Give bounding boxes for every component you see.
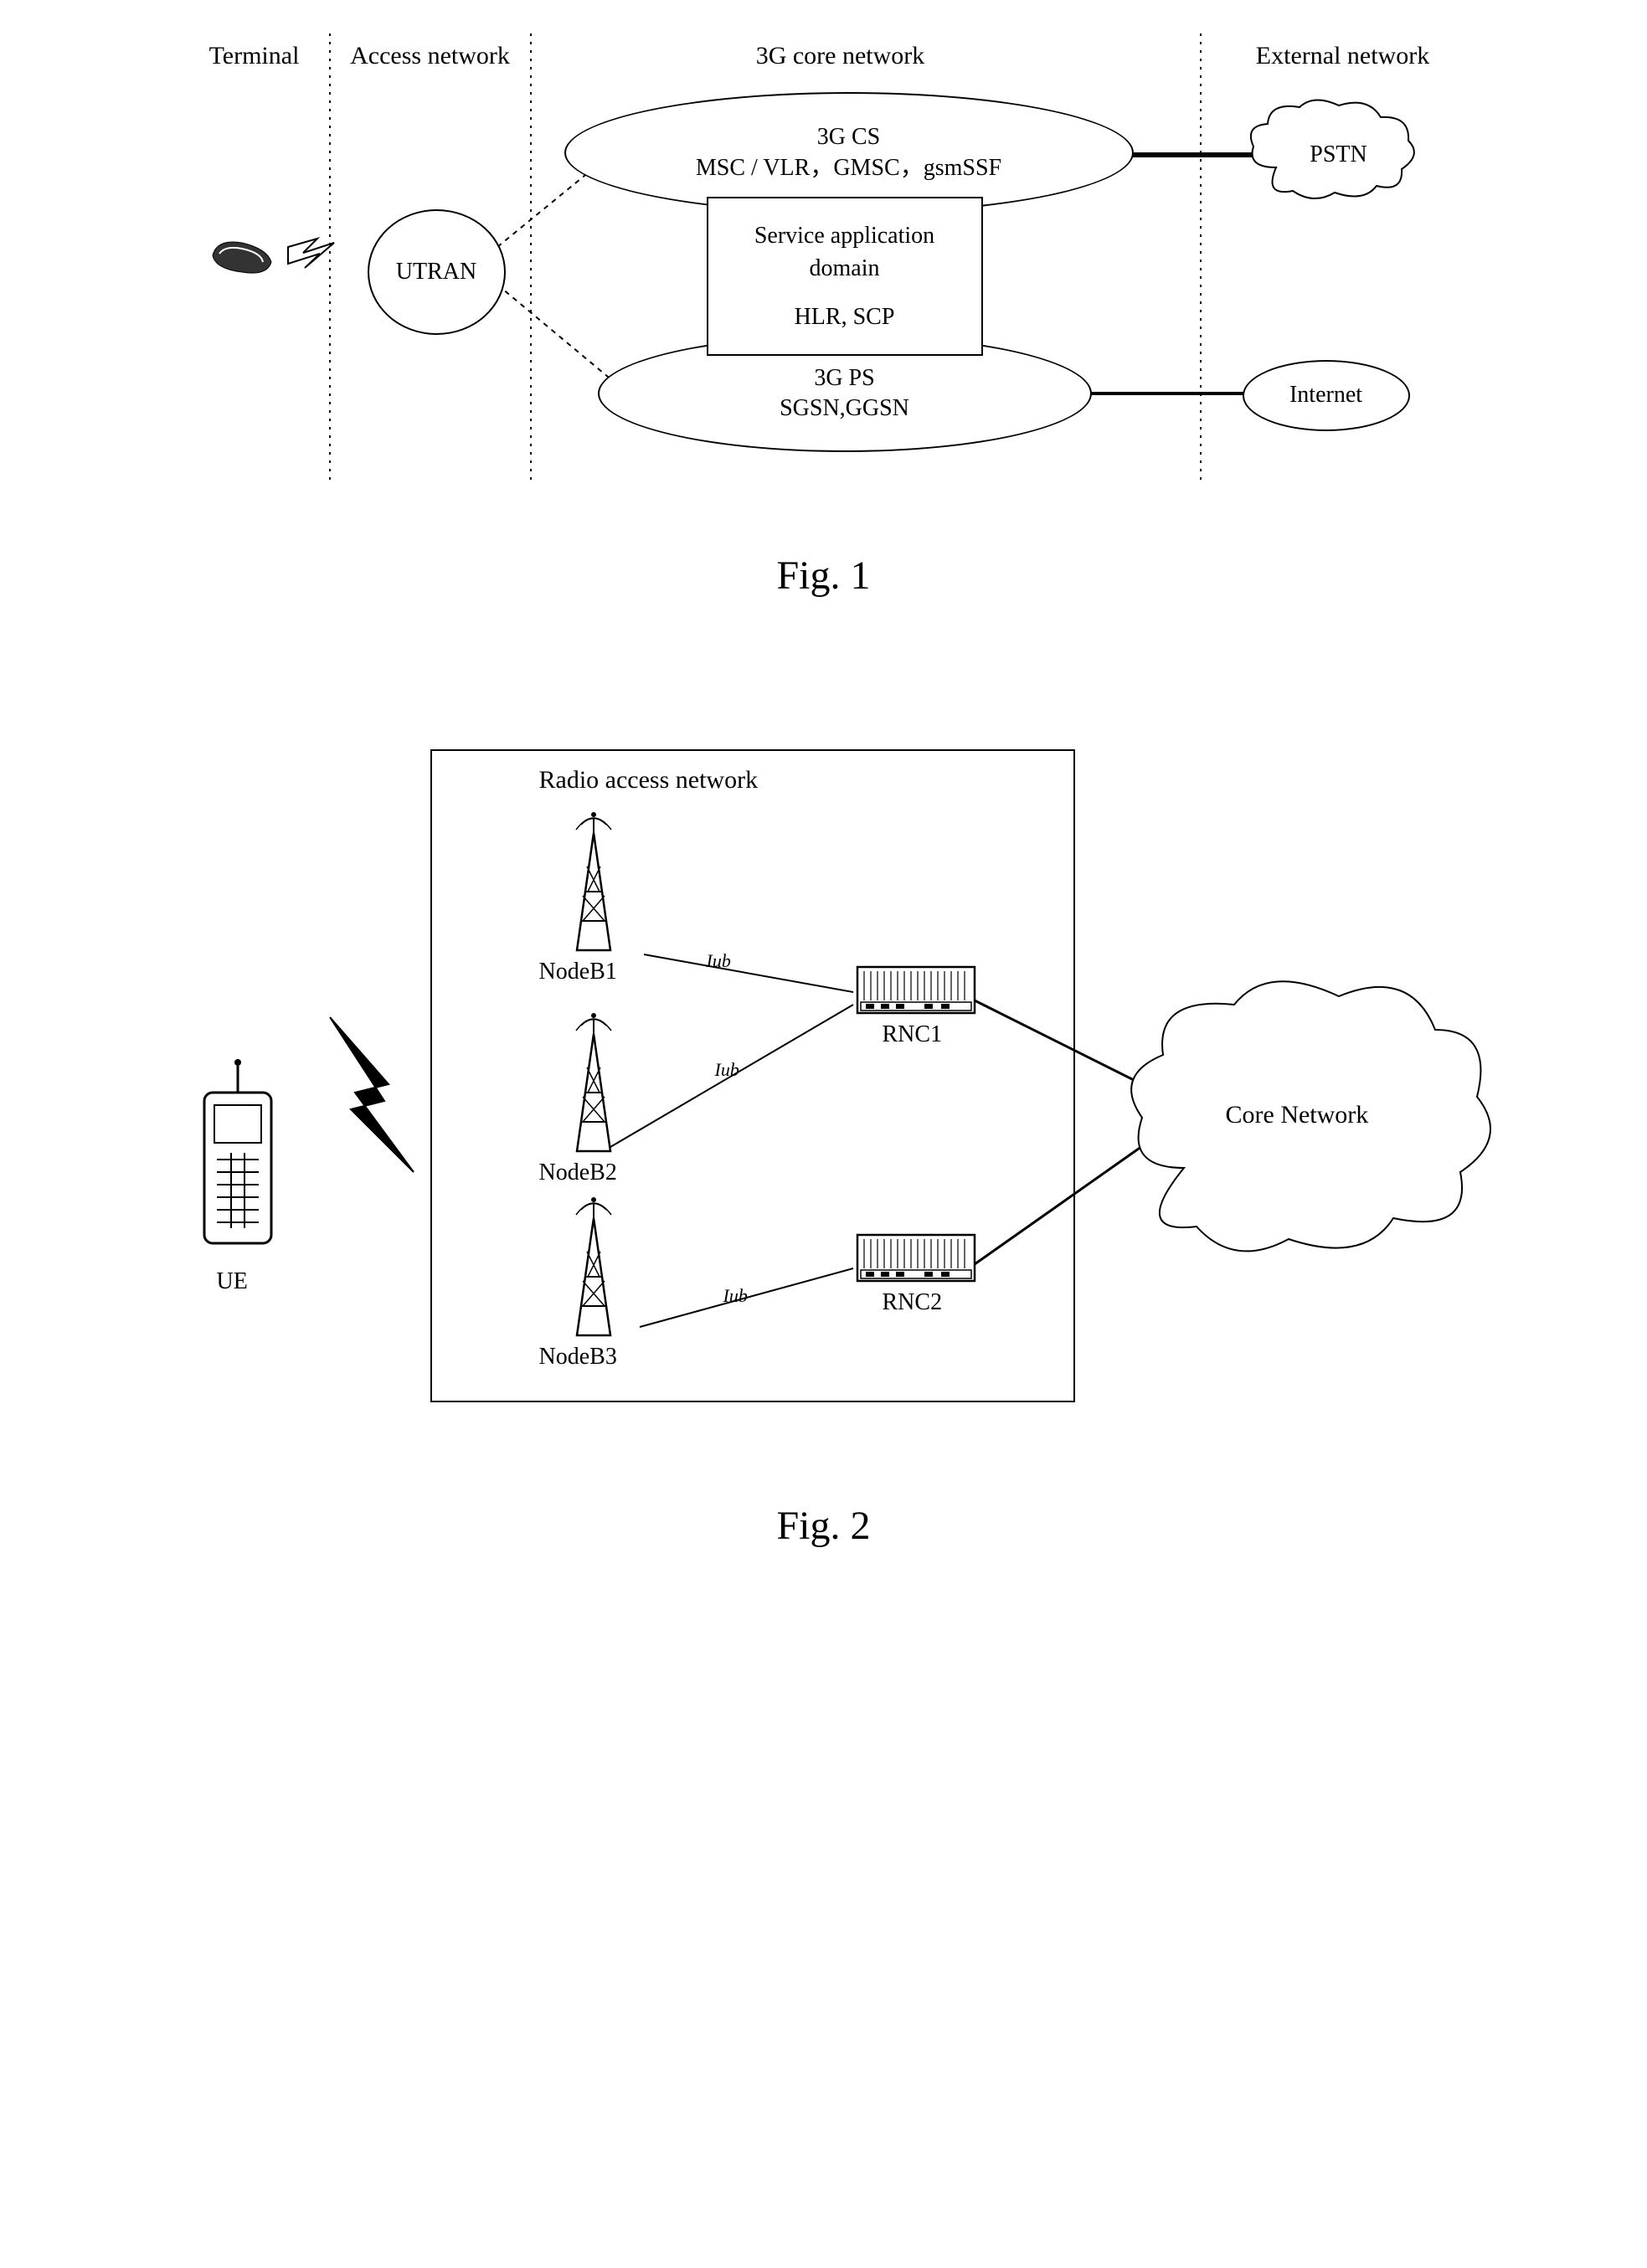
service-domain-node: Service application domain HLR, SCP bbox=[707, 197, 983, 356]
rnc1-label: RNC1 bbox=[883, 1021, 943, 1048]
ran-box bbox=[430, 749, 1075, 1402]
nodeb3-label: NodeB3 bbox=[539, 1344, 617, 1371]
figure-2: Radio access network bbox=[154, 699, 1494, 1453]
cs-detail: MSC / VLR，GMSC，gsmSSF bbox=[696, 153, 1001, 183]
ps-title: 3G PS bbox=[814, 363, 874, 393]
utran-label: UTRAN bbox=[396, 257, 476, 287]
core-network-label: Core Network bbox=[1226, 1101, 1369, 1129]
fig1-caption: Fig. 1 bbox=[33, 553, 1614, 599]
nodeb2-label: NodeB2 bbox=[539, 1160, 617, 1186]
svc-line1: Service application bbox=[754, 219, 934, 252]
iub-label-1: Iub bbox=[707, 950, 731, 972]
iub-label-2: Iub bbox=[715, 1059, 739, 1081]
figure-1: Terminal Access network 3G core network … bbox=[154, 33, 1494, 502]
cs-title: 3G CS bbox=[817, 122, 880, 152]
utran-node: UTRAN bbox=[368, 209, 506, 335]
fig2-caption: Fig. 2 bbox=[33, 1503, 1614, 1549]
ue-icon bbox=[204, 1059, 271, 1243]
iub-label-3: Iub bbox=[723, 1285, 748, 1307]
rnc2-label: RNC2 bbox=[883, 1289, 943, 1316]
ps-detail: SGSN,GGSN bbox=[780, 393, 909, 424]
ue-label: UE bbox=[217, 1268, 248, 1295]
ran-title: Radio access network bbox=[539, 766, 759, 795]
svc-line3: HLR, SCP bbox=[795, 301, 895, 333]
cs-node: 3G CS MSC / VLR，GMSC，gsmSSF bbox=[564, 92, 1134, 213]
nodeb1-label: NodeB1 bbox=[539, 959, 617, 985]
internet-node: Internet bbox=[1243, 360, 1410, 431]
internet-label: Internet bbox=[1289, 380, 1362, 410]
svc-line2: domain bbox=[810, 252, 880, 285]
pstn-node: PSTN bbox=[1268, 126, 1410, 184]
pstn-label: PSTN bbox=[1310, 141, 1366, 168]
